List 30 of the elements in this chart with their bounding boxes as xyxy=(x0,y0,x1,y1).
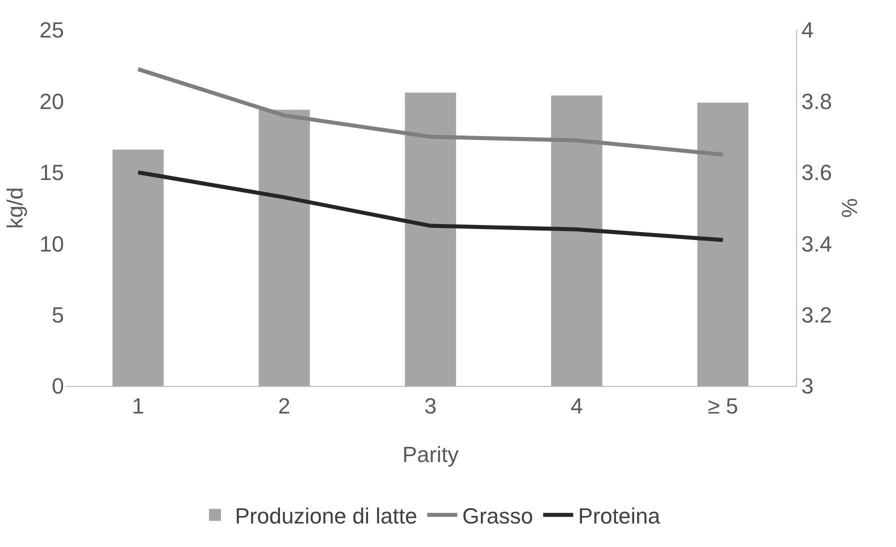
line-series xyxy=(136,170,725,242)
legend-label: Proteina xyxy=(578,503,661,528)
y-tick-label: 25 xyxy=(40,18,64,43)
legend-label: Grasso xyxy=(462,503,534,528)
line-series xyxy=(136,67,725,157)
y-tick-label: 15 xyxy=(40,160,64,186)
y2-tick-label: 3.2 xyxy=(801,302,832,328)
y-tick-label: 0 xyxy=(52,374,64,399)
y-tick-label: 10 xyxy=(40,231,64,256)
bar xyxy=(697,102,748,386)
bar xyxy=(551,96,602,386)
y2-tick-label: 3.6 xyxy=(801,160,832,186)
y2-tick-label: 3.8 xyxy=(801,88,832,114)
y2-tick-label: 4 xyxy=(801,18,814,43)
x-tick-label: 3 xyxy=(424,393,437,418)
y-axis-title: kg/d xyxy=(2,187,28,229)
bar xyxy=(112,150,164,386)
x-tick-label: 4 xyxy=(570,393,583,418)
bar xyxy=(404,92,456,386)
y2-tick-label: 3.4 xyxy=(801,231,832,256)
y2-axis-title: % xyxy=(836,198,862,218)
x-axis-title: Parity xyxy=(402,442,459,467)
legend-label: Produzione di latte xyxy=(235,503,418,528)
x-tick-label: 2 xyxy=(278,393,290,418)
x-tick-label: ≥ 5 xyxy=(708,393,738,418)
y-tick-label: 5 xyxy=(52,302,64,328)
bar xyxy=(258,110,310,386)
x-tick-label: 1 xyxy=(132,393,144,418)
y2-tick-label: 3 xyxy=(801,374,814,399)
y-tick-label: 20 xyxy=(40,88,64,114)
